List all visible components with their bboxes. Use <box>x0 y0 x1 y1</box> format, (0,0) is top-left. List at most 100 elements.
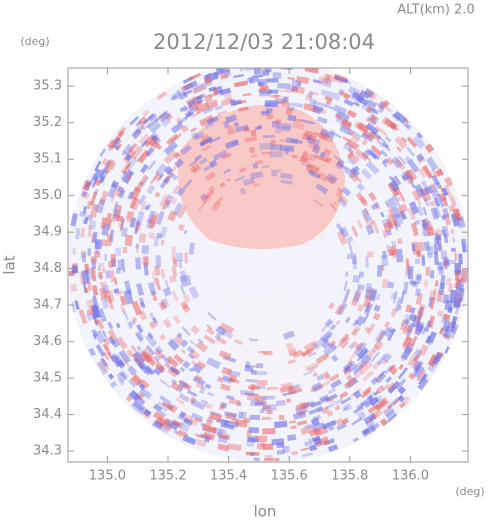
echo-cell <box>113 204 123 218</box>
echo-cell <box>144 365 156 376</box>
echo-cell <box>395 378 407 390</box>
echo-cell <box>397 394 405 403</box>
echo-cell <box>110 180 119 189</box>
echo-cell <box>426 246 434 255</box>
echo-cell <box>286 88 292 93</box>
echo-cell <box>143 262 149 276</box>
echo-cell <box>351 417 363 426</box>
y-tick-label: 35.2 <box>33 115 62 130</box>
echo-cell <box>78 309 88 325</box>
echo-cell <box>347 151 360 164</box>
echo-cell <box>413 354 420 362</box>
echo-cell <box>443 213 452 226</box>
echo-cell <box>228 398 241 406</box>
echo-cell <box>362 312 370 325</box>
echo-cell <box>128 389 141 402</box>
echo-cell <box>153 265 161 276</box>
echo-cell <box>351 225 359 238</box>
echo-cell <box>450 247 456 253</box>
echo-cell <box>442 207 450 219</box>
echo-cell <box>343 98 355 107</box>
echo-cell <box>364 326 371 333</box>
echo-cell <box>91 258 96 269</box>
echo-cell <box>156 400 170 413</box>
echo-cell <box>87 248 92 256</box>
echo-cell <box>216 336 227 345</box>
echo-cell <box>208 159 218 169</box>
echo-cell <box>219 182 226 188</box>
echo-cell <box>142 109 150 118</box>
echo-cell <box>102 351 110 361</box>
echo-cell <box>339 124 352 136</box>
echo-cell <box>347 253 353 260</box>
echo-cell <box>361 132 370 141</box>
echo-cell <box>361 138 369 146</box>
echo-cell <box>290 102 304 108</box>
echo-cell <box>397 304 403 311</box>
echo-cell <box>176 187 186 197</box>
echo-cell <box>408 201 420 215</box>
echo-cell <box>454 208 462 222</box>
echo-cell <box>351 253 358 265</box>
echo-cell <box>139 387 152 400</box>
echo-cell <box>246 393 261 401</box>
echo-cell <box>161 199 170 211</box>
echo-cell <box>248 77 260 84</box>
echo-cell <box>370 351 380 363</box>
echo-cell <box>208 86 217 92</box>
echo-cell <box>390 308 398 318</box>
echo-cell <box>332 92 341 102</box>
echo-cell <box>221 435 227 439</box>
echo-cell <box>136 345 142 352</box>
echo-cell <box>104 344 111 351</box>
echo-cell <box>189 165 197 173</box>
echo-cell <box>190 398 206 410</box>
echo-cell <box>449 289 457 304</box>
echo-cell <box>278 89 288 93</box>
echo-cell <box>416 198 422 206</box>
echo-cell <box>409 180 416 189</box>
echo-cell <box>394 158 406 171</box>
echo-cell <box>116 373 126 383</box>
echo-cell <box>362 214 372 228</box>
x-tick-label: 135.8 <box>331 469 368 484</box>
echo-cell <box>123 289 134 305</box>
echo-cell <box>218 350 232 360</box>
echo-cell <box>84 287 89 294</box>
echo-cell <box>292 411 307 420</box>
echo-cell <box>81 180 88 190</box>
echo-cell <box>285 342 294 351</box>
echo-cell <box>160 226 168 238</box>
echo-cell <box>260 441 265 447</box>
echo-cell <box>452 208 460 220</box>
echo-cell <box>393 197 401 207</box>
echo-cell <box>345 79 352 85</box>
echo-cell <box>434 352 444 363</box>
echo-cell <box>261 151 272 155</box>
echo-cell <box>271 171 278 177</box>
echo-cell <box>219 322 235 335</box>
echo-cell <box>226 178 232 183</box>
echo-cell <box>277 101 284 105</box>
echo-cell <box>192 93 206 102</box>
echo-cell <box>337 197 348 208</box>
echo-cell <box>131 128 142 140</box>
echo-cell <box>154 191 161 198</box>
echo-cell <box>94 329 106 344</box>
echo-cell <box>244 136 258 143</box>
echo-cell <box>94 179 102 187</box>
echo-cell <box>426 226 435 237</box>
echo-cell <box>275 127 282 134</box>
echo-cell <box>443 259 450 266</box>
echo-cell <box>364 88 375 98</box>
echo-cell <box>376 139 386 148</box>
echo-cell <box>292 349 304 359</box>
echo-cell <box>416 273 422 285</box>
echo-cell <box>100 357 109 368</box>
echo-cell <box>239 68 244 72</box>
echo-cell <box>414 258 421 264</box>
echo-cell <box>154 360 165 370</box>
echo-cell <box>227 129 236 136</box>
echo-cell <box>170 121 184 134</box>
echo-cell <box>96 198 106 214</box>
